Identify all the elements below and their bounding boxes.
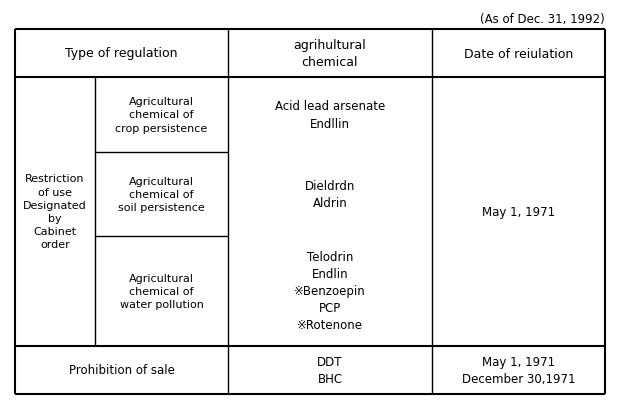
Text: DDT
BHC: DDT BHC xyxy=(317,355,343,385)
Text: Dieldrdn
Aldrin: Dieldrdn Aldrin xyxy=(305,180,355,209)
Text: agrihultural
chemical: agrihultural chemical xyxy=(294,39,366,69)
Text: Agricultural
chemical of
water pollution: Agricultural chemical of water pollution xyxy=(119,273,203,310)
Text: May 1, 1971
December 30,1971: May 1, 1971 December 30,1971 xyxy=(462,355,575,385)
Text: Type of regulation: Type of regulation xyxy=(66,47,178,61)
Text: Restriction
of use
Designated
by
Cabinet
order: Restriction of use Designated by Cabinet… xyxy=(23,174,87,250)
Text: Agricultural
chemical of
crop persistence: Agricultural chemical of crop persistenc… xyxy=(116,97,208,133)
Text: Agricultural
chemical of
soil persistence: Agricultural chemical of soil persistenc… xyxy=(118,176,205,213)
Text: Acid lead arsenate
Endllin: Acid lead arsenate Endllin xyxy=(275,100,385,130)
Text: (As of Dec. 31, 1992): (As of Dec. 31, 1992) xyxy=(480,13,605,26)
Text: Prohibition of sale: Prohibition of sale xyxy=(69,364,174,377)
Text: Telodrin
Endlin
※Benzoepin
PCP
※Rotenone: Telodrin Endlin ※Benzoepin PCP ※Rotenone xyxy=(294,251,366,332)
Text: Date of reiulation: Date of reiulation xyxy=(464,47,573,61)
Text: May 1, 1971: May 1, 1971 xyxy=(482,205,555,218)
